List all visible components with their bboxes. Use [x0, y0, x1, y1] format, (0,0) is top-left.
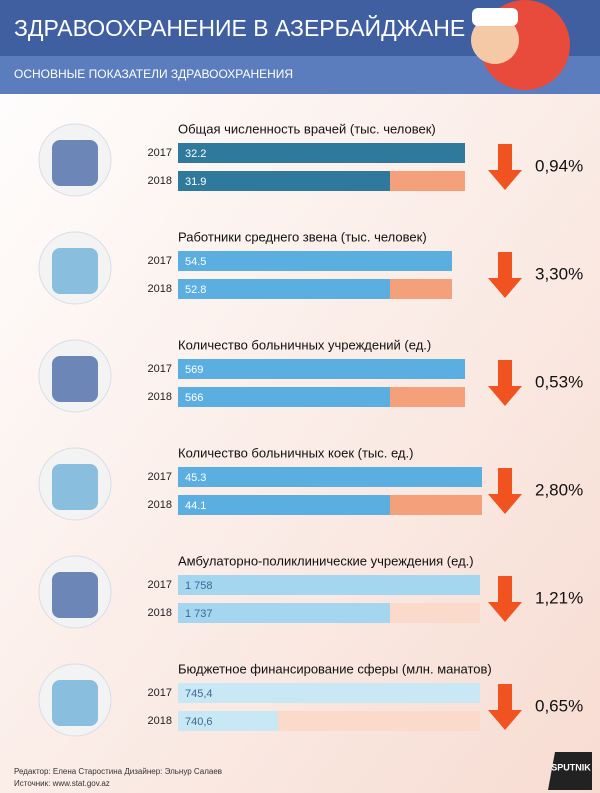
bar-value: 740,6	[185, 716, 213, 728]
bar-value: 54.5	[185, 256, 206, 268]
bar	[178, 251, 452, 271]
year-label: 2018	[148, 715, 172, 727]
bar	[178, 711, 278, 731]
bar-decrease	[390, 495, 482, 515]
section-title: Амбулаторно-поликлинические учреждения (…	[178, 553, 474, 568]
change-value: 0,53%	[535, 372, 583, 391]
bar-decrease	[390, 387, 465, 407]
bar-value: 44.1	[185, 500, 206, 512]
year-label: 2018	[148, 607, 172, 619]
year-label: 2018	[148, 391, 172, 403]
year-label: 2017	[148, 471, 172, 483]
section-title: Количество больничных учреждений (ед.)	[178, 337, 431, 352]
title: ЗДРАВООХРАНЕНИЕ В АЗЕРБАЙДЖАНЕ	[14, 14, 465, 41]
change-value: 1,21%	[535, 588, 583, 607]
icon-figure	[52, 464, 98, 510]
icon-figure	[52, 572, 98, 618]
year-label: 2018	[148, 499, 172, 511]
year-label: 2017	[148, 147, 172, 159]
bar	[178, 467, 482, 487]
bar	[178, 603, 390, 623]
bar-decrease	[390, 603, 480, 623]
bar	[178, 171, 390, 191]
bar-value: 31.9	[185, 176, 206, 188]
section-title: Количество больничных коек (тыс. ед.)	[178, 445, 413, 460]
bar-value: 1 758	[185, 580, 213, 592]
bar-value: 566	[185, 392, 203, 404]
bar-value: 52.8	[185, 284, 206, 296]
bar-decrease	[390, 279, 452, 299]
icon-figure	[52, 680, 98, 726]
bar-value: 1 737	[185, 608, 213, 620]
icon-figure	[52, 140, 98, 186]
source: Источник: www.stat.gov.az	[14, 779, 110, 788]
bar-decrease	[278, 711, 480, 731]
doctor-cap	[472, 8, 518, 26]
change-value: 2,80%	[535, 480, 583, 499]
year-label: 2017	[148, 363, 172, 375]
logo: SPUTNIK	[551, 762, 591, 772]
down-arrow	[488, 360, 522, 406]
section-title: Общая численность врачей (тыс. человек)	[178, 121, 436, 136]
section-title: Бюджетное финансирование сферы (млн. ман…	[178, 661, 492, 676]
bar	[178, 683, 480, 703]
doctor-face	[471, 16, 519, 64]
bar-value: 45.3	[185, 472, 206, 484]
icon-figure	[52, 248, 98, 294]
icon-figure	[52, 356, 98, 402]
bar	[178, 495, 390, 515]
logo-box	[548, 752, 592, 790]
bar-value: 569	[185, 364, 203, 376]
section-title: Работники среднего звена (тыс. человек)	[178, 229, 427, 244]
bar	[178, 575, 480, 595]
bar	[178, 143, 465, 163]
year-label: 2017	[148, 579, 172, 591]
change-value: 3,30%	[535, 264, 583, 283]
bar-decrease	[390, 171, 465, 191]
change-value: 0,94%	[535, 156, 583, 175]
change-value: 0,65%	[535, 696, 583, 715]
subtitle: ОСНОВНЫЕ ПОКАЗАТЕЛИ ЗДРАВООХРАНЕНИЯ	[14, 67, 293, 81]
down-arrow	[488, 468, 522, 514]
year-label: 2017	[148, 255, 172, 267]
bar-value: 32.2	[185, 148, 206, 160]
bar	[178, 359, 465, 379]
credits: Редактор: Елена Старостина Дизайнер: Эль…	[14, 767, 222, 776]
down-arrow	[488, 252, 522, 298]
down-arrow	[488, 144, 522, 190]
down-arrow	[488, 576, 522, 622]
bar	[178, 279, 390, 299]
bar-value: 745,4	[185, 688, 213, 700]
year-label: 2018	[148, 175, 172, 187]
year-label: 2018	[148, 283, 172, 295]
down-arrow	[488, 684, 522, 730]
bar	[178, 387, 390, 407]
year-label: 2017	[148, 687, 172, 699]
